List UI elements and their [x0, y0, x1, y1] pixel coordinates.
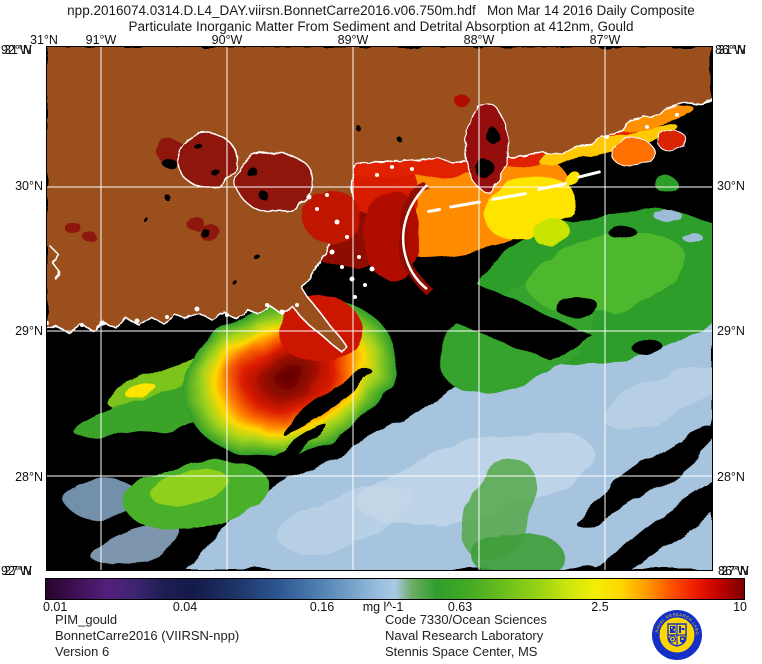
- mission-name: BonnetCarre2016 (VIIRSN-npp): [55, 628, 240, 643]
- corner-label-bottom-right: 86°W 27°N: [718, 564, 762, 580]
- lon-label-89w: 89°W: [337, 33, 369, 47]
- marsh-speckles: [45, 113, 679, 327]
- corner-lat: 27°N: [4, 564, 32, 578]
- seal-shield: [667, 623, 687, 647]
- eastern-bay: [609, 137, 655, 167]
- marsh-and-islands: [45, 113, 679, 327]
- chandeleur-island-arc: [401, 184, 428, 290]
- corner-lat: 27°N: [721, 564, 749, 578]
- lat-label-28n-left: 28°N: [15, 470, 43, 484]
- lat-label-30n-left: 30°N: [15, 179, 43, 193]
- lat-label-29n-right: 29°N: [717, 324, 745, 338]
- lat-label-29n-left: 29°N: [15, 324, 43, 338]
- lon-label-87w: 87°W: [589, 33, 621, 47]
- nrl-seal-logo: NAVAL RESEARCH LABORATORY STENNIS SPACE …: [651, 609, 702, 660]
- top-lat-label: 31°N: [30, 33, 58, 47]
- colorbar-units: mg l^-1: [362, 600, 404, 614]
- pim-colorbar: [45, 578, 745, 600]
- lon-label-88w: 88°W: [463, 33, 495, 47]
- corner-lon: 92°W: [1, 564, 32, 578]
- colorbar-tick-0.04: 0.04: [172, 600, 198, 614]
- lon-label-90w: 90°W: [211, 33, 243, 47]
- lat-label-30n-right: 30°N: [717, 179, 745, 193]
- river-channel: [48, 244, 60, 280]
- corner-lon: 86°W: [718, 564, 749, 578]
- coastline: [46, 98, 713, 352]
- corner-label-bottom-left: 92°W 27°N: [1, 564, 47, 580]
- corner-label-top-right: 86°W 31°N: [715, 43, 761, 59]
- version-label: Version 6: [55, 644, 110, 659]
- lat-label-28n-right: 28°N: [717, 470, 745, 484]
- corner-label-top-left: 92°W 31°N: [1, 43, 47, 59]
- product-title: Particulate Inorganic Matter From Sedime…: [128, 19, 634, 34]
- org-name: Naval Research Laboratory: [385, 628, 544, 643]
- file-title: npp.2016074.0314.D.L4_DAY.viirsn.BonnetC…: [67, 3, 695, 18]
- land-region: [46, 47, 713, 352]
- colorbar-tick-2.5: 2.5: [591, 600, 609, 614]
- corner-lat: 31°N: [718, 43, 746, 57]
- lake-maurepas: [176, 132, 238, 188]
- lakes-and-bays: [65, 95, 688, 243]
- colorbar-tick-0.16: 0.16: [309, 600, 335, 614]
- pale-specks: [653, 209, 702, 242]
- corner-lon: 92°W: [1, 43, 32, 57]
- corner-lon: 86°W: [715, 43, 746, 57]
- lon-label-91w: 91°W: [85, 33, 117, 47]
- colorbar-tick-0.01: 0.01: [43, 600, 68, 614]
- corner-lat: 31°N: [4, 43, 32, 57]
- satellite-map-frame: [45, 46, 755, 594]
- colorbar-tick-0.63: 0.63: [447, 600, 473, 614]
- org-location: Stennis Space Center, MS: [385, 644, 538, 659]
- barrier-islands: [427, 170, 601, 213]
- lake-pontchartrain: [235, 151, 315, 213]
- graticule-gridlines: [47, 47, 712, 570]
- org-code: Code 7330/Ocean Sciences: [385, 612, 547, 627]
- lake-borgne: [302, 191, 362, 243]
- colorbar-tick-10: 10: [733, 600, 747, 614]
- satellite-pim-map: [45, 47, 755, 594]
- product-name: PIM_gould: [55, 612, 118, 627]
